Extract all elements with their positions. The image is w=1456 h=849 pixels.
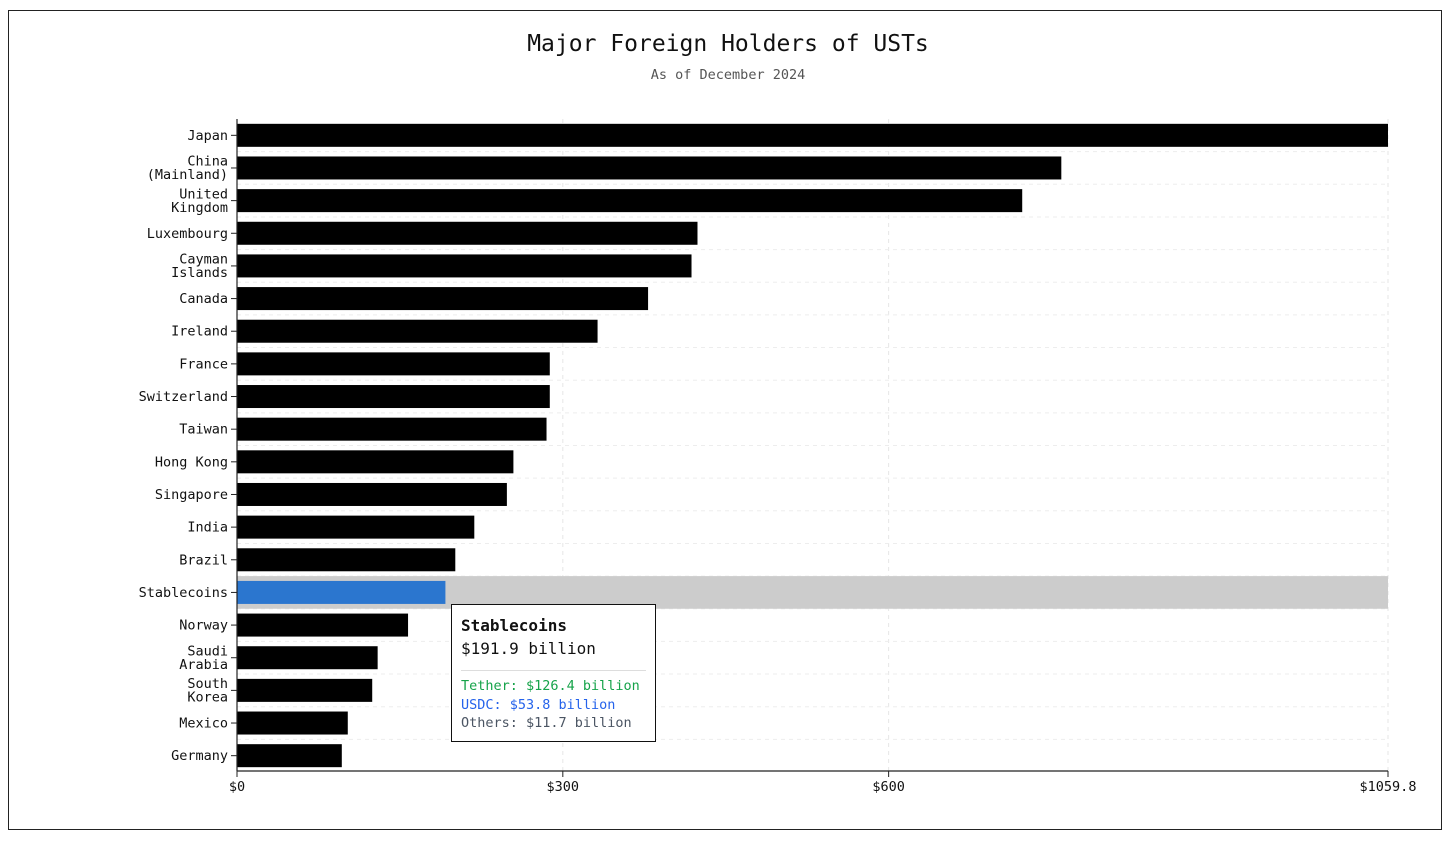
bar-germany bbox=[237, 744, 342, 768]
category-label-line: Brazil bbox=[179, 552, 228, 568]
bar-mexico bbox=[237, 711, 348, 735]
chart-title: Major Foreign Holders of USTs bbox=[527, 31, 929, 57]
bar-luxembourg bbox=[237, 221, 698, 245]
category-label-line: Singapore bbox=[155, 487, 228, 503]
bar-saudi-arabia bbox=[237, 646, 378, 670]
category-label: Hong Kong bbox=[155, 454, 228, 470]
category-label: Saudi Arabia bbox=[179, 643, 228, 673]
category-label-line: Ireland bbox=[171, 324, 228, 340]
tooltip-breakdown-row: USDC: $53.8 billion bbox=[461, 696, 616, 713]
category-label-line: Stablecoins bbox=[139, 585, 228, 601]
category-label-line: Arabia bbox=[179, 657, 228, 673]
category-label: Mexico bbox=[179, 716, 228, 732]
axes bbox=[231, 119, 1389, 777]
bar-stablecoins bbox=[237, 580, 446, 604]
tooltip-breakdown-row: Others: $11.7 billion bbox=[461, 715, 632, 731]
category-label-line: Cayman bbox=[179, 252, 228, 268]
bar-norway bbox=[237, 613, 409, 637]
category-label: France bbox=[179, 356, 228, 372]
tooltip-divider bbox=[461, 670, 646, 671]
category-label-line: Saudi bbox=[187, 643, 228, 659]
category-label: Brazil bbox=[179, 552, 228, 568]
category-label: Norway bbox=[179, 618, 228, 634]
category-label: Luxembourg bbox=[147, 226, 228, 242]
category-label-line: South bbox=[187, 676, 228, 692]
category-label-line: Mexico bbox=[179, 716, 228, 732]
category-label: Cayman Islands bbox=[171, 252, 228, 282]
bar-cayman-islands bbox=[237, 254, 692, 278]
bar-canada bbox=[237, 287, 649, 311]
category-label-line: (Mainland) bbox=[147, 167, 228, 183]
x-tick-label: $0 bbox=[229, 779, 245, 795]
x-tick-label: $600 bbox=[872, 779, 905, 795]
category-label-line: Kingdom bbox=[171, 200, 228, 216]
category-label: South Korea bbox=[187, 676, 228, 706]
bar-singapore bbox=[237, 482, 507, 506]
category-label-line: Japan bbox=[187, 128, 228, 144]
bar-taiwan bbox=[237, 417, 547, 441]
x-tick-labels: $0 $300 $600 $1059.8 bbox=[229, 779, 1417, 795]
category-label-line: Taiwan bbox=[179, 422, 228, 438]
bar-south-korea bbox=[237, 678, 373, 702]
category-label: Switzerland bbox=[139, 389, 228, 405]
category-label: Stablecoins bbox=[139, 585, 228, 601]
bar-france bbox=[237, 352, 550, 376]
category-label: India bbox=[187, 520, 228, 536]
category-label-line: Islands bbox=[171, 265, 228, 281]
tooltip-title: Stablecoins bbox=[461, 616, 567, 635]
tooltip: Stablecoins $191.9 billion Tether: $126.… bbox=[451, 604, 656, 742]
category-label-line: India bbox=[187, 520, 228, 536]
category-label-line: China bbox=[187, 154, 228, 170]
chart-subtitle: As of December 2024 bbox=[650, 67, 806, 83]
bar-brazil bbox=[237, 548, 456, 572]
category-label: Japan bbox=[187, 128, 228, 144]
tooltip-breakdown-row: Tether: $126.4 billion bbox=[461, 678, 640, 694]
category-label-line: Canada bbox=[179, 291, 228, 307]
tooltip-breakdown: Tether: $126.4 billion USDC: $53.8 billio… bbox=[461, 677, 646, 733]
category-label: Canada bbox=[179, 291, 228, 307]
category-label-line: Switzerland bbox=[139, 389, 228, 405]
category-label-line: Korea bbox=[187, 690, 228, 706]
category-label: United Kingdom bbox=[171, 186, 228, 216]
bar-hong-kong bbox=[237, 450, 514, 474]
bar-united-kingdom bbox=[237, 189, 1023, 213]
category-label: China (Mainland) bbox=[147, 154, 228, 184]
grid-lines bbox=[237, 119, 1389, 771]
bars bbox=[237, 123, 1388, 768]
category-label-line: France bbox=[179, 356, 228, 372]
category-label-line: Norway bbox=[179, 618, 228, 634]
category-label-line: Luxembourg bbox=[147, 226, 228, 242]
x-tick-label: $300 bbox=[547, 779, 580, 795]
category-label-line: United bbox=[179, 186, 228, 202]
bar-china-mainland bbox=[237, 156, 1062, 180]
category-label: Taiwan bbox=[179, 422, 228, 438]
category-label-line: Germany bbox=[171, 748, 228, 764]
category-label-line: Hong Kong bbox=[155, 454, 228, 470]
category-label: Ireland bbox=[171, 324, 228, 340]
bar-switzerland bbox=[237, 385, 550, 409]
x-tick-label: $1059.8 bbox=[1360, 779, 1417, 795]
category-label: Germany bbox=[171, 748, 228, 764]
bar-ireland bbox=[237, 319, 598, 343]
bar-india bbox=[237, 515, 475, 539]
bar-japan bbox=[237, 123, 1388, 147]
tooltip-total: $191.9 billion bbox=[461, 639, 596, 658]
category-label: Singapore bbox=[155, 487, 228, 503]
